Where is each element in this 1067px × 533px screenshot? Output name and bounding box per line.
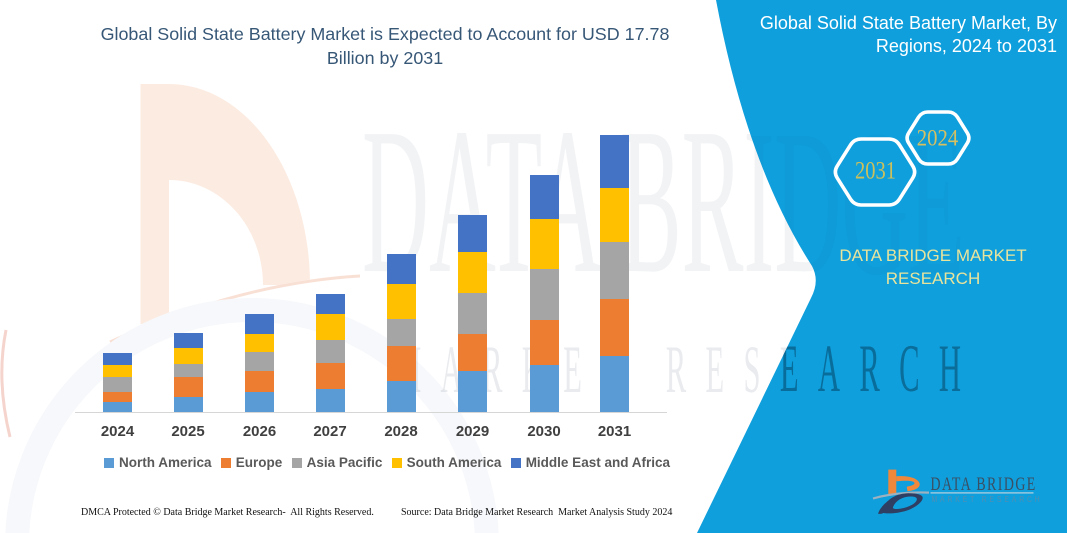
svg-text:DATA BRIDGE: DATA BRIDGE	[931, 473, 1037, 495]
svg-text:MARKET RESEARCH: MARKET RESEARCH	[932, 494, 1043, 504]
svg-text:MARKET RESEARCH: MARKET RESEARCH	[394, 332, 980, 407]
svg-text:2031: 2031	[855, 157, 896, 184]
svg-text:2024: 2024	[917, 125, 958, 150]
